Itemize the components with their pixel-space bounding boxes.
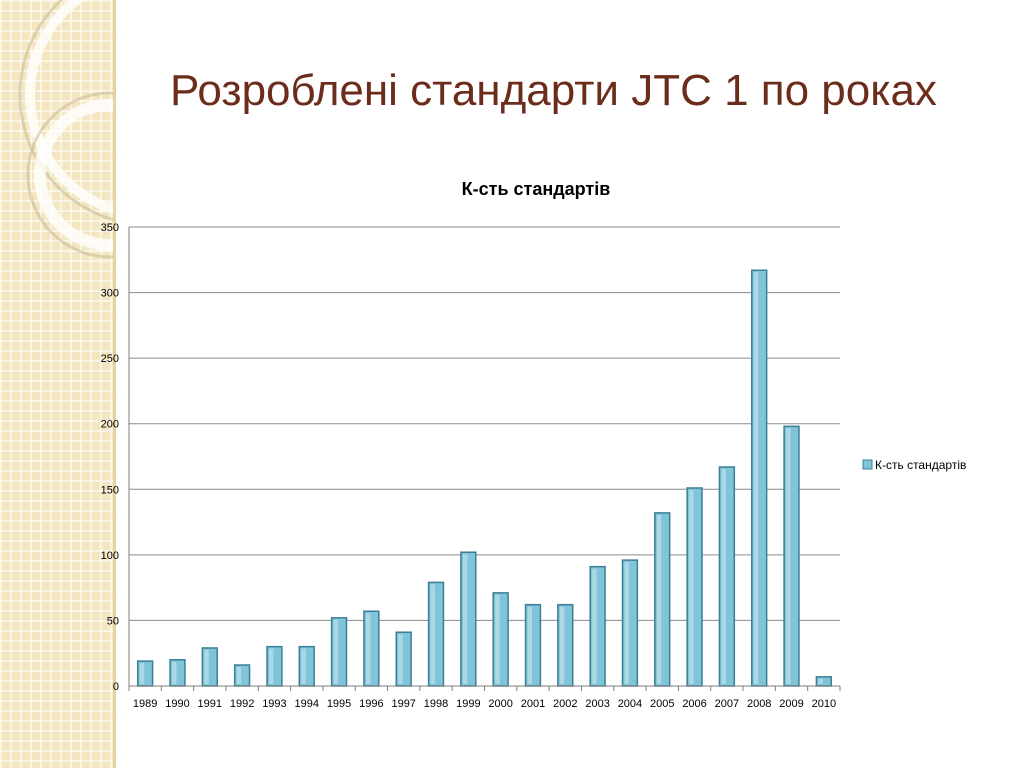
- decorative-sidebar: [0, 0, 116, 768]
- x-tick-label: 1994: [295, 698, 319, 710]
- x-tick-label: 1993: [262, 698, 286, 710]
- bar-highlight: [721, 468, 726, 684]
- y-tick-label: 250: [101, 353, 119, 365]
- bar-highlight: [495, 594, 500, 684]
- bar-highlight: [365, 613, 371, 684]
- legend: К-сть стандартів: [862, 458, 966, 472]
- bar-highlight: [624, 562, 629, 684]
- bar-highlight: [204, 649, 209, 684]
- x-tick-label: 1996: [359, 698, 383, 710]
- y-tick-label: 0: [113, 681, 119, 693]
- legend-label: К-сть стандартів: [875, 458, 966, 472]
- x-tick-label: 2005: [650, 698, 674, 710]
- bar-highlight: [236, 667, 242, 684]
- bar-highlight: [462, 554, 468, 684]
- chart-title: К-сть стандартів: [462, 179, 611, 199]
- y-tick-label: 200: [101, 419, 119, 431]
- bar-highlight: [333, 619, 339, 684]
- y-tick-label: 350: [101, 222, 119, 234]
- x-tick-label: 1997: [391, 698, 415, 710]
- bar-highlight: [592, 568, 597, 684]
- bar-highlight: [656, 514, 662, 684]
- bar-highlight: [786, 428, 791, 684]
- axes: 0 50 100 150 200 250 300 350 1989 1990 1991 1992 199…: [101, 222, 841, 710]
- bar-highlight: [301, 648, 306, 684]
- x-tick-label: 2008: [747, 698, 771, 710]
- y-tick-label: 50: [107, 615, 119, 627]
- x-tick-label: 1990: [165, 698, 189, 710]
- bar-highlight: [268, 648, 274, 684]
- bars: [136, 269, 833, 687]
- x-tick-label: 1992: [230, 698, 254, 710]
- bar-highlight: [527, 606, 533, 684]
- bar-highlight: [398, 634, 403, 684]
- y-tick-label: 300: [101, 288, 119, 300]
- legend-swatch: [862, 459, 873, 470]
- x-tick-label: 2004: [618, 698, 642, 710]
- y-tick-label: 100: [101, 550, 119, 562]
- x-tick-label: 2006: [682, 698, 706, 710]
- x-tick-label: 1998: [424, 698, 448, 710]
- bar-highlight: [689, 489, 694, 684]
- x-tick-label: 2009: [779, 698, 803, 710]
- bar-highlight: [172, 661, 177, 684]
- decorative-rings: [18, 0, 113, 259]
- bar-highlight: [753, 272, 759, 684]
- bar-highlight: [139, 663, 145, 684]
- bar-highlight: [430, 584, 436, 684]
- x-tick-label: 2003: [585, 698, 609, 710]
- x-tick-label: 1989: [133, 698, 157, 710]
- x-tick-label: 2001: [521, 698, 545, 710]
- x-tick-label: 1999: [456, 698, 480, 710]
- x-tick-label: 1995: [327, 698, 351, 710]
- x-tick-label: 2000: [488, 698, 512, 710]
- y-tick-label: 150: [101, 484, 119, 496]
- x-tick-label: 1991: [198, 698, 222, 710]
- slide-title: Розроблені стандарти JTC 1 по роках: [170, 66, 937, 115]
- x-tick-label: 2002: [553, 698, 577, 710]
- x-tick-label: 2007: [715, 698, 739, 710]
- bar-highlight: [818, 678, 823, 684]
- bar-highlight: [559, 606, 565, 684]
- x-tick-label: 2010: [812, 698, 836, 710]
